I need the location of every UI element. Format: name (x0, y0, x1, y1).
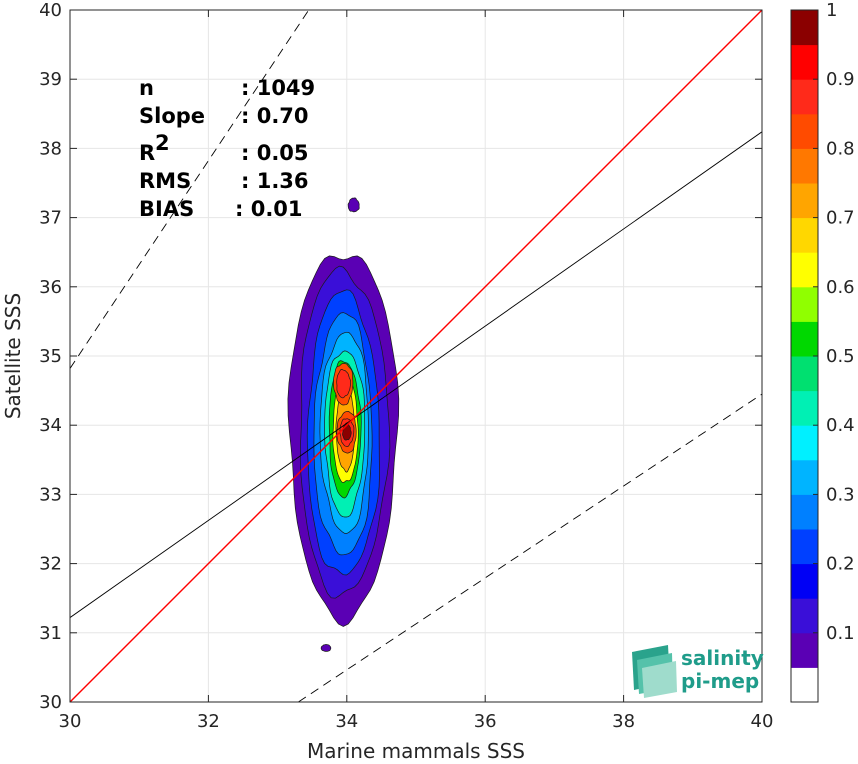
stat-value: : 1.36 (241, 169, 309, 193)
colorbar-segment (791, 459, 818, 495)
colorbar-segment (791, 598, 818, 634)
stat-label: R (139, 141, 155, 165)
x-tick-label: 36 (474, 711, 497, 732)
colorbar-tick-label: 0.6 (826, 277, 855, 298)
y-tick-label: 32 (39, 554, 62, 575)
colorbar-tick-label: 0.9 (826, 69, 855, 90)
y-tick-label: 40 (39, 0, 62, 21)
identity-line (70, 10, 762, 702)
salinity-pimep-logo: salinity pi-mep (632, 645, 764, 698)
y-tick-label: 34 (39, 415, 62, 436)
colorbar-segment (791, 529, 818, 565)
colorbar-segment (791, 44, 818, 80)
stat-superscript: 2 (155, 131, 170, 155)
logo-text-pimep: pi-mep (681, 669, 759, 693)
colorbar-segment (791, 390, 818, 426)
stat-label: n (139, 76, 154, 100)
y-tick-label: 30 (39, 692, 62, 713)
stat-label: Slope (139, 104, 205, 128)
y-tick-label: 31 (39, 623, 62, 644)
colorbar-tick-label: 0.2 (826, 554, 855, 575)
upper-bound-dashed-line (70, 10, 310, 369)
colorbar-tick-label: 0.3 (826, 484, 855, 505)
stat-value: : 0.01 (235, 197, 303, 221)
colorbar-segment (791, 286, 818, 322)
x-tick-label: 34 (335, 711, 358, 732)
logo-text-salinity: salinity (681, 646, 764, 670)
x-tick-label: 40 (751, 711, 774, 732)
y-tick-label: 35 (39, 346, 62, 367)
y-tick-label: 33 (39, 484, 62, 505)
colorbar-tick-label: 0.8 (826, 138, 855, 159)
colorbar-segment (791, 79, 818, 115)
colorbar-segment (791, 183, 818, 219)
colorbar-segment (791, 10, 818, 46)
contour-band (320, 644, 332, 652)
colorbar-segment (791, 148, 818, 184)
stat-value: : 1049 (241, 76, 315, 100)
colorbar-segment (791, 217, 818, 253)
x-tick-label: 38 (612, 711, 635, 732)
stat-label: BIAS (139, 197, 194, 221)
colorbar-segment (791, 667, 818, 703)
stat-value: : 0.05 (241, 141, 309, 165)
colorbar-segment (791, 321, 818, 357)
stat-label: RMS (139, 169, 191, 193)
lower-bound-dashed-line (298, 393, 762, 702)
colorbar-segment (791, 425, 818, 461)
wave-logo-icon (632, 645, 677, 698)
x-axis-ticks: 30 32 34 36 38 40 (59, 10, 774, 732)
colorbar-segment (791, 494, 818, 530)
grid-lines (69, 9, 763, 703)
y-axis-ticks: 30 31 32 33 34 35 36 37 38 39 40 (39, 0, 762, 713)
regression-line (70, 131, 762, 618)
colorbar-tick-label: 0.7 (826, 208, 855, 229)
y-axis-label: Satellite SSS (1, 293, 25, 419)
colorbar-segment (791, 563, 818, 599)
colorbar-segment (791, 113, 818, 149)
colorbar-segment (791, 252, 818, 288)
y-tick-label: 36 (39, 277, 62, 298)
colorbar-tick-label: 1 (826, 0, 837, 21)
statistics-box: n : 1049 Slope : 0.70 R 2 : 0.05 RMS : 1.36 BIAS:… (139, 76, 315, 221)
colorbar: 0.1 0.2 0.3 0.4 0.5 0.6 0.7 0.8 0.9 1 (790, 0, 855, 703)
x-tick-label: 30 (59, 711, 82, 732)
colorbar-tick-label: 0.5 (826, 346, 855, 367)
contour-band (347, 197, 360, 213)
reference-lines (70, 10, 762, 702)
y-tick-label: 38 (39, 138, 62, 159)
contour-band (336, 369, 352, 399)
colorbar-tick-label: 0.4 (826, 415, 855, 436)
stat-value: : 0.70 (241, 104, 309, 128)
y-tick-label: 37 (39, 208, 62, 229)
colorbar-tick-label: 0.1 (826, 623, 855, 644)
colorbar-segment (791, 632, 818, 668)
y-tick-label: 39 (39, 69, 62, 90)
x-axis-label: Marine mammals SSS (307, 739, 525, 763)
x-tick-label: 32 (197, 711, 220, 732)
colorbar-segment (791, 356, 818, 392)
